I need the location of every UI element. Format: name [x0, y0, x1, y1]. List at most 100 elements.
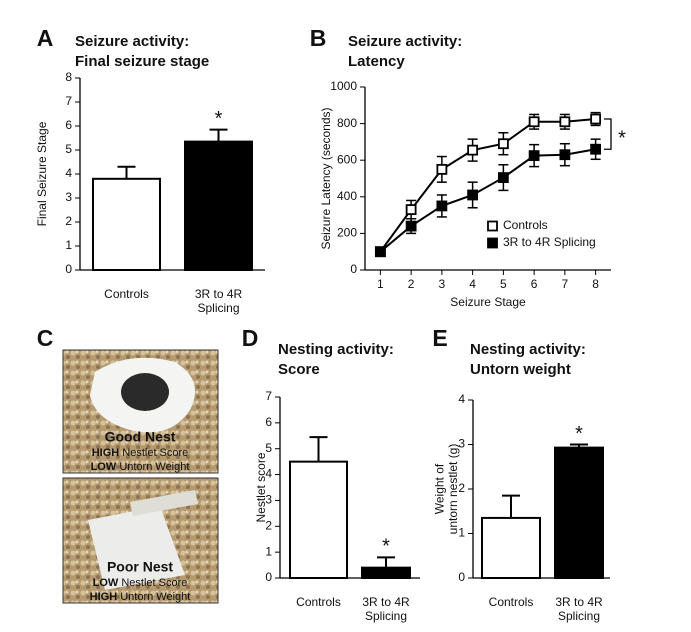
photo-note-text: Untorn Weight: [119, 461, 189, 473]
photo-note-strong: HIGH: [90, 591, 118, 603]
y-tick-label: 0: [265, 570, 272, 584]
y-tick-label: 200: [337, 226, 357, 240]
x-tick-label: 3R to 4R Splicing: [555, 595, 603, 623]
marker: [559, 149, 571, 161]
y-tick-label: 3: [458, 437, 465, 451]
significance: *: [618, 127, 626, 149]
marker: [405, 220, 417, 232]
photo-note: LOW Untorn Weight: [91, 461, 190, 473]
y-tick-label: 1000: [330, 79, 357, 93]
y-tick-label: 3: [65, 190, 72, 204]
panel-label: A: [37, 25, 54, 51]
legend-marker: [487, 220, 498, 232]
marker: [528, 150, 540, 162]
panel-label: C: [37, 325, 54, 351]
marker: [590, 143, 602, 155]
x-tick-label: 4: [469, 277, 476, 291]
x-tick-label: 3R to 4R Splicing: [195, 287, 243, 315]
marker: [497, 138, 509, 150]
bar: [184, 140, 253, 271]
y-tick-label: 5: [65, 142, 72, 156]
x-axis-label: Seizure Stage: [450, 295, 526, 309]
marker: [436, 200, 448, 212]
y-tick-label: 2: [265, 518, 272, 532]
y-tick-label: 2: [458, 481, 465, 495]
y-tick-label: 8: [65, 70, 72, 84]
y-tick-label: 6: [265, 415, 272, 429]
y-tick-label: 7: [65, 94, 72, 108]
marker: [559, 116, 571, 128]
photo-note-strong: LOW: [91, 461, 117, 473]
significance: *: [215, 108, 223, 130]
x-tick-label: 7: [562, 277, 569, 291]
chart-subtitle: Latency: [348, 53, 405, 70]
marker: [528, 116, 540, 128]
photo-caption: Poor Nest: [107, 559, 173, 575]
chart-title: Seizure activity:: [348, 33, 462, 50]
x-tick-label: 2: [408, 277, 415, 291]
x-tick-label: Controls: [104, 287, 149, 301]
photo-poor: [62, 477, 219, 604]
marker: [590, 113, 602, 125]
significance-bracket: [604, 118, 612, 150]
y-tick-label: 800: [337, 116, 357, 130]
photo-note-strong: HIGH: [92, 447, 120, 459]
bar: [481, 516, 541, 579]
x-tick-label: 3R to 4R Splicing: [362, 595, 410, 623]
chart-subtitle: Final seizure stage: [75, 53, 209, 70]
photo-caption: Good Nest: [105, 429, 176, 445]
bar: [554, 446, 604, 579]
chart-subtitle: Untorn weight: [470, 361, 571, 378]
y-tick-label: 0: [458, 570, 465, 584]
chart-title: Nesting activity:: [278, 341, 394, 358]
photo-note: HIGH Untorn Weight: [90, 591, 191, 603]
y-tick-label: 4: [265, 467, 272, 481]
panel-label: E: [432, 325, 447, 351]
y-tick-label: 4: [65, 166, 72, 180]
photo-note-text: Untorn Weight: [120, 591, 190, 603]
y-tick-label: 1: [458, 526, 465, 540]
marker: [374, 246, 386, 258]
x-tick-label: 3: [439, 277, 446, 291]
y-tick-label: 2: [65, 214, 72, 228]
x-tick-label: Controls: [489, 595, 534, 609]
y-axis-label: Weight ofuntorn nestlet (g): [433, 444, 461, 535]
x-tick-label: Controls: [296, 595, 341, 609]
photo-note: HIGH Nestlet Score: [92, 447, 189, 459]
y-tick-label: 0: [65, 262, 72, 276]
photo-note-text: Nestlet Score: [122, 447, 188, 459]
photo-note: LOW Nestlet Score: [93, 577, 188, 589]
significance: *: [382, 536, 390, 558]
marker: [497, 172, 509, 183]
legend-label: Controls: [503, 218, 548, 232]
y-tick-label: 5: [265, 441, 272, 455]
marker: [467, 144, 479, 156]
legend-label: 3R to 4R Splicing: [503, 235, 596, 249]
bar: [289, 460, 348, 579]
y-tick-label: 1: [65, 238, 72, 252]
panel-label: B: [310, 25, 327, 51]
y-tick-label: 6: [65, 118, 72, 132]
chart-title: Seizure activity:: [75, 33, 189, 50]
y-axis-label: Seizure Latency (seconds): [319, 107, 333, 249]
marker: [467, 189, 479, 201]
photo-good: [62, 349, 219, 474]
y-tick-label: 400: [337, 189, 357, 203]
y-tick-label: 600: [337, 152, 357, 166]
y-axis-label: Nestlet score: [254, 452, 268, 522]
x-tick-label: 1: [377, 277, 384, 291]
y-tick-label: 0: [350, 262, 357, 276]
photo-note-text: Nestlet Score: [121, 577, 187, 589]
bar: [92, 177, 161, 271]
marker: [436, 163, 448, 175]
y-axis-label: Final Seizure Stage: [35, 121, 49, 226]
x-tick-label: 6: [531, 277, 538, 291]
chart-subtitle: Score: [278, 361, 320, 378]
y-tick-label: 4: [458, 392, 465, 406]
y-tick-label: 7: [265, 389, 272, 403]
legend-marker: [487, 237, 498, 249]
y-tick-label: 1: [265, 544, 272, 558]
significance: *: [575, 423, 583, 445]
x-tick-label: 5: [500, 277, 507, 291]
